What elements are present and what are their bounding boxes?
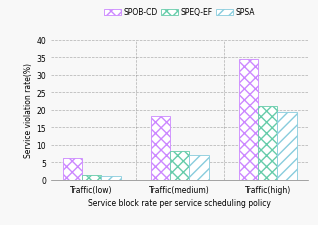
Bar — [82, 175, 101, 180]
Bar — [101, 176, 121, 180]
Bar — [189, 156, 209, 180]
Legend: SPOB-CD, SPEQ-EF, SPSA: SPOB-CD, SPEQ-EF, SPSA — [101, 5, 258, 20]
Bar — [238, 60, 258, 180]
Bar — [258, 106, 277, 180]
Bar — [63, 158, 82, 180]
Bar — [170, 151, 189, 180]
Y-axis label: Service violation rate(%): Service violation rate(%) — [24, 63, 33, 158]
Bar — [277, 113, 297, 180]
Bar — [151, 117, 170, 180]
X-axis label: Service block rate per service scheduling policy: Service block rate per service schedulin… — [88, 198, 271, 207]
